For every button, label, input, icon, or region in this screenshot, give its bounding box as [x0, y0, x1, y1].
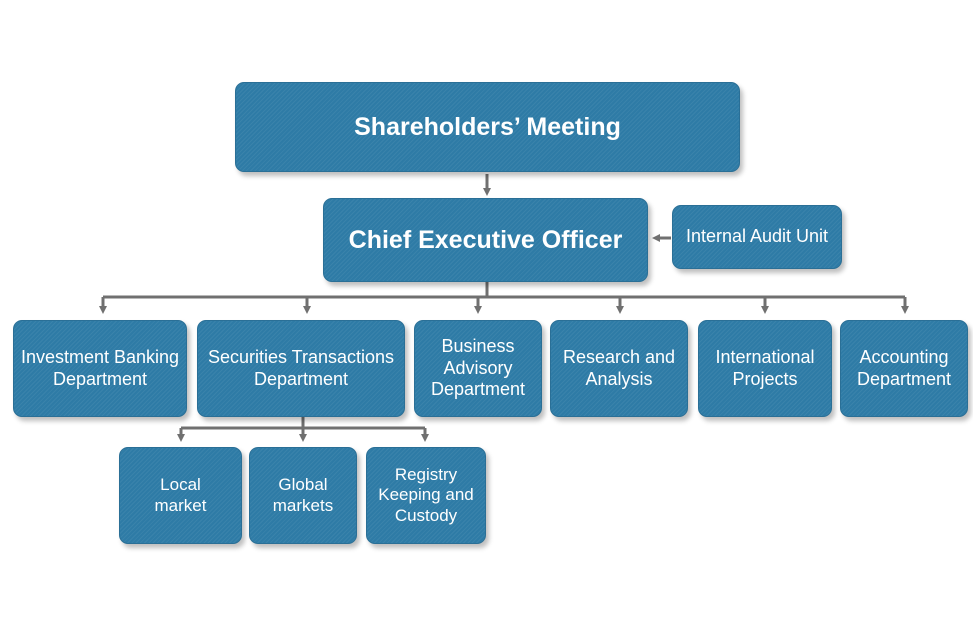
- international-projects-box: International Projects: [698, 320, 832, 417]
- shareholders-meeting-label: Shareholders’ Meeting: [354, 113, 621, 141]
- global-markets-label: Global markets: [272, 475, 334, 515]
- investment-banking-box: Investment Banking Department: [13, 320, 187, 417]
- internal-audit-box: Internal Audit Unit: [672, 205, 842, 269]
- research-analysis-label: Research and Analysis: [562, 346, 676, 389]
- securities-transactions-label: Securities Transactions Department: [207, 346, 395, 389]
- local-market-box: Local market: [119, 447, 242, 544]
- global-markets-box: Global markets: [249, 447, 357, 544]
- securities-transactions-box: Securities Transactions Department: [197, 320, 405, 417]
- business-advisory-box: Business Advisory Department: [414, 320, 542, 417]
- ceo-box: Chief Executive Officer: [323, 198, 648, 282]
- registry-keeping-box: Registry Keeping and Custody: [366, 447, 486, 544]
- local-market-label: Local market: [154, 475, 207, 515]
- business-advisory-label: Business Advisory Department: [430, 336, 526, 400]
- registry-keeping-label: Registry Keeping and Custody: [378, 464, 474, 525]
- shareholders-meeting-box: Shareholders’ Meeting: [235, 82, 740, 172]
- internal-audit-label: Internal Audit Unit: [685, 226, 829, 247]
- investment-banking-label: Investment Banking Department: [20, 346, 180, 389]
- research-analysis-box: Research and Analysis: [550, 320, 688, 417]
- international-projects-label: International Projects: [715, 346, 815, 389]
- accounting-department-label: Accounting Department: [856, 346, 952, 389]
- ceo-label: Chief Executive Officer: [348, 226, 623, 254]
- accounting-department-box: Accounting Department: [840, 320, 968, 417]
